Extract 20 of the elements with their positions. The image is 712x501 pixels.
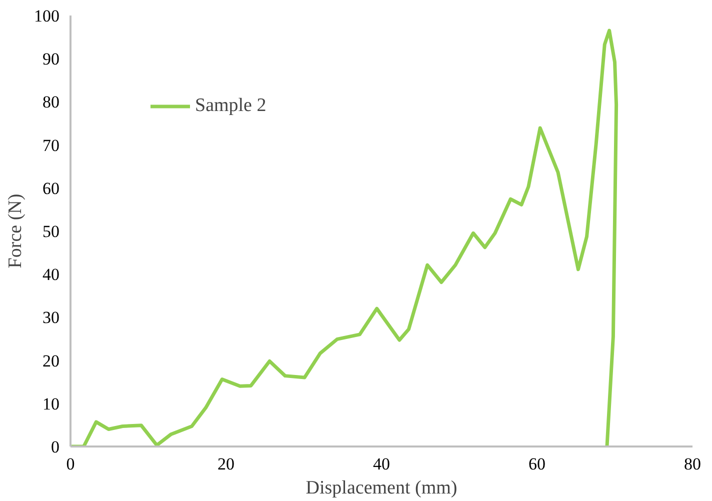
y-tick-label: 30 (42, 308, 60, 328)
y-tick-label: 70 (42, 136, 60, 155)
x-tick-label: 0 (66, 454, 75, 474)
y-tick-label: 60 (42, 178, 60, 198)
line-series (70, 28, 618, 446)
x-tick-label: 80 (684, 454, 701, 474)
y-tick-label: 50 (42, 222, 60, 241)
x-tick-label: 60 (528, 454, 546, 474)
x-tick-label: 40 (373, 454, 390, 474)
y-tick-label: 80 (42, 92, 60, 112)
y-tick-label: 10 (42, 394, 60, 414)
x-tick-label: 20 (218, 454, 234, 474)
y-tick-label: 20 (42, 351, 60, 370)
y-tick-label: 90 (42, 50, 60, 69)
y-tick-label: 40 (42, 265, 60, 284)
y-tick-label: 0 (51, 438, 60, 456)
legend-label: Sample 2 (195, 95, 266, 117)
y-tick-label: 100 (34, 6, 60, 26)
y-axis-title: Force (N) (5, 194, 26, 268)
x-axis-title: Displacement (mm) (306, 478, 458, 498)
